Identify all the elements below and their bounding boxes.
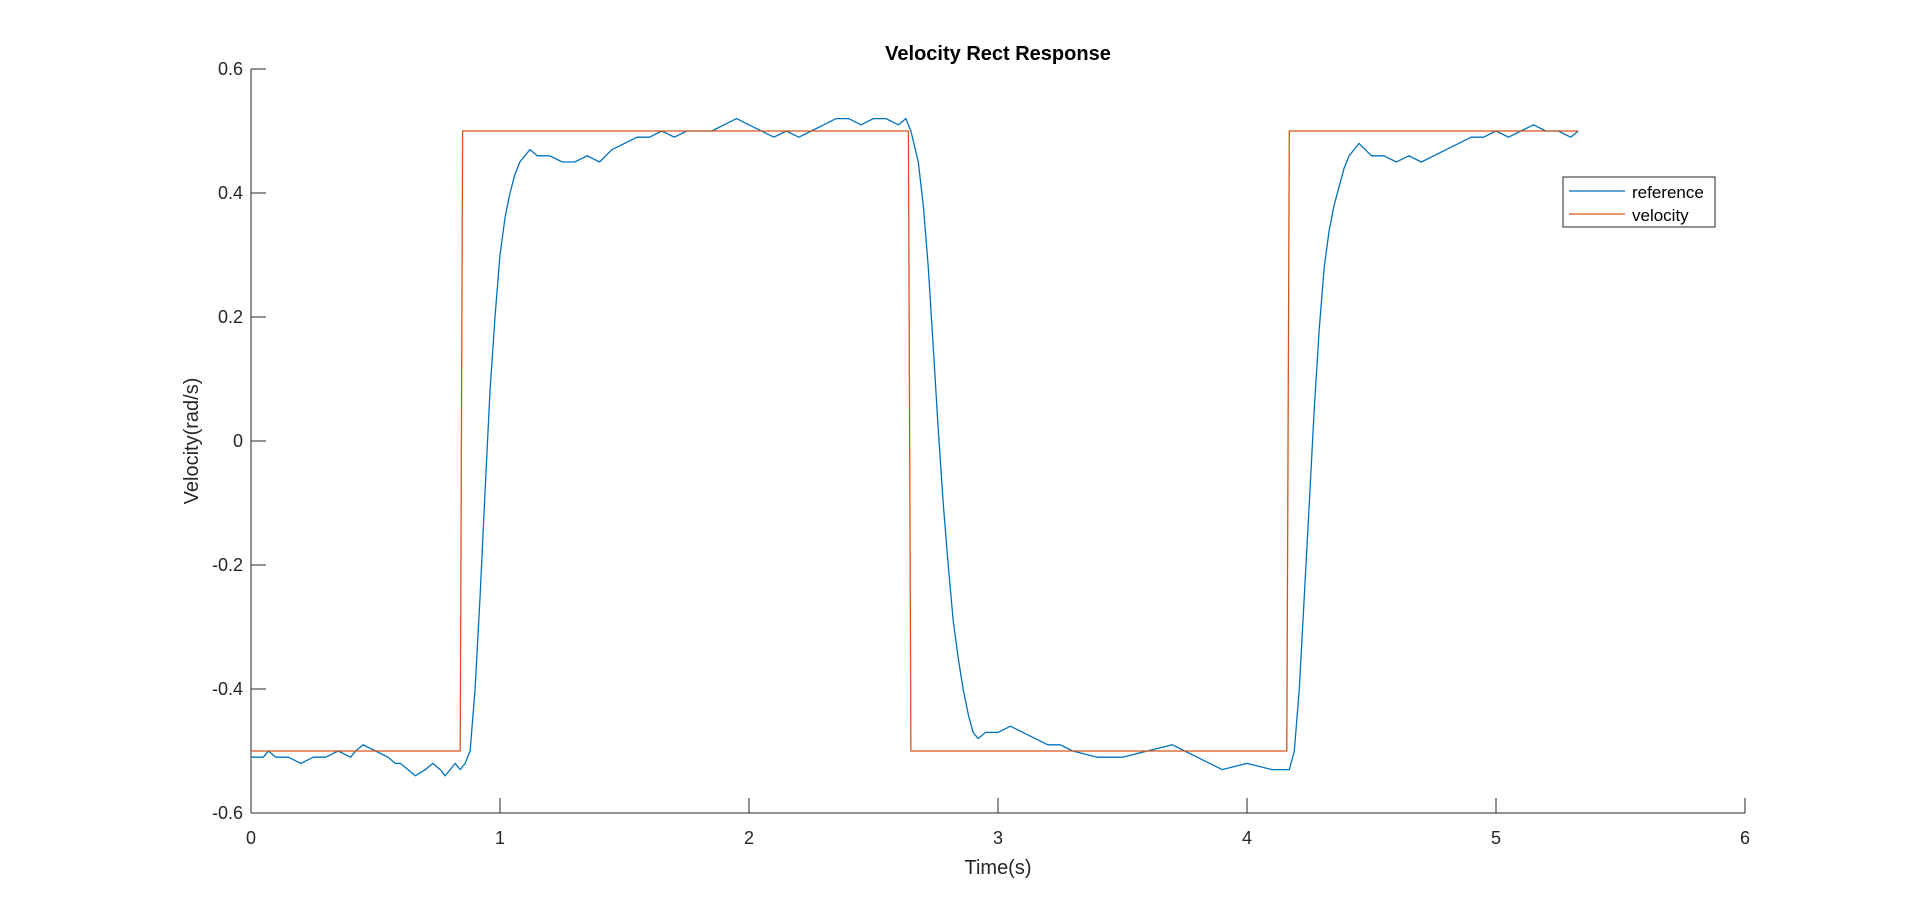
y-tick-label: -0.2 bbox=[212, 555, 243, 575]
y-tick-label: 0 bbox=[233, 431, 243, 451]
y-tick-label: -0.6 bbox=[212, 803, 243, 823]
x-tick-label: 6 bbox=[1740, 828, 1750, 848]
x-tick-label: 4 bbox=[1242, 828, 1252, 848]
x-tick-label: 0 bbox=[246, 828, 256, 848]
y-tick-label: 0.4 bbox=[218, 183, 243, 203]
series-line-reference bbox=[251, 117, 1579, 777]
legend-velocity-label: velocity bbox=[1632, 206, 1689, 225]
y-tick-label: 0.2 bbox=[218, 307, 243, 327]
y-tick-label: 0.6 bbox=[218, 59, 243, 79]
legend-box bbox=[1562, 176, 1716, 228]
chart-title: Velocity Rect Response bbox=[885, 43, 1111, 65]
y-tick-label: -0.4 bbox=[212, 679, 243, 699]
x-tick-label: 1 bbox=[495, 828, 505, 848]
x-tick-label: 3 bbox=[993, 828, 1003, 848]
axes: 0 1 2 3 4 5 6 -0.6 -0.4 -0.2 0 0.2 0.4 0.6 bbox=[212, 59, 1750, 848]
y-axis-label: Velocity(rad/s) bbox=[181, 378, 203, 505]
plot-lines bbox=[251, 117, 1579, 777]
x-tick-label: 2 bbox=[744, 828, 754, 848]
x-tick-label: 5 bbox=[1491, 828, 1501, 848]
legend-reference-label: reference bbox=[1632, 183, 1704, 202]
series-line-velocity bbox=[251, 130, 1579, 752]
x-axis-label: Time(s) bbox=[964, 857, 1031, 879]
legend: reference velocity bbox=[1562, 176, 1716, 228]
